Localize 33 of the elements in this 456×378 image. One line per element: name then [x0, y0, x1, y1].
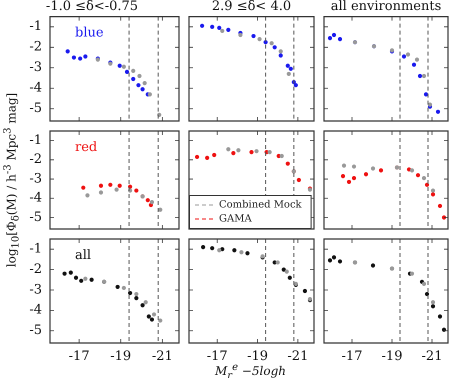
- y-tick-label: -4: [29, 80, 42, 96]
- x-tick-label: -21: [152, 349, 173, 364]
- legend-label: GAMA: [219, 214, 252, 225]
- y-tick-label: -5: [29, 323, 42, 338]
- y-tick-label: -3: [29, 60, 42, 76]
- y-tick-label: -3: [29, 282, 42, 298]
- chart-title: all environments: [330, 0, 442, 14]
- x-tick-label: -21: [422, 349, 442, 364]
- x-tick-label: -19: [247, 349, 268, 364]
- y-tick-label: -2: [29, 40, 42, 55]
- y-tick-label: -2: [29, 152, 42, 168]
- annotation: blue: [75, 25, 104, 40]
- x-tick-label: -17: [206, 349, 228, 364]
- x-tick-label: -17: [68, 349, 90, 364]
- y-tick-label: -4: [29, 302, 42, 318]
- chart-title: -1.0 ≤δ<-0.75: [46, 0, 138, 14]
- annotation: red: [75, 140, 98, 155]
- y-tick-label: -5: [29, 101, 42, 116]
- chart-title: 2.9 ≤δ< 4.0: [212, 0, 292, 14]
- y-tick-label: -4: [29, 190, 42, 206]
- y-tick-label: -3: [29, 171, 42, 186]
- x-tick-label: -19: [110, 349, 132, 364]
- y-tick-label: -2: [29, 262, 42, 277]
- x-tick-label: -17: [342, 349, 362, 364]
- x-tick-label: -19: [382, 349, 402, 364]
- y-tick-label: -1: [29, 132, 42, 148]
- y-tick-label: -1: [29, 242, 42, 257]
- legend-label: Combined Mock: [219, 200, 303, 211]
- y-tick-label: -5: [29, 210, 42, 225]
- x-tick-label: -21: [287, 349, 308, 364]
- annotation: all: [75, 248, 92, 263]
- x-axis-title: M$_{r}$$^{e}$ −5logh: [215, 362, 286, 378]
- y-tick-label: -1: [29, 19, 42, 34]
